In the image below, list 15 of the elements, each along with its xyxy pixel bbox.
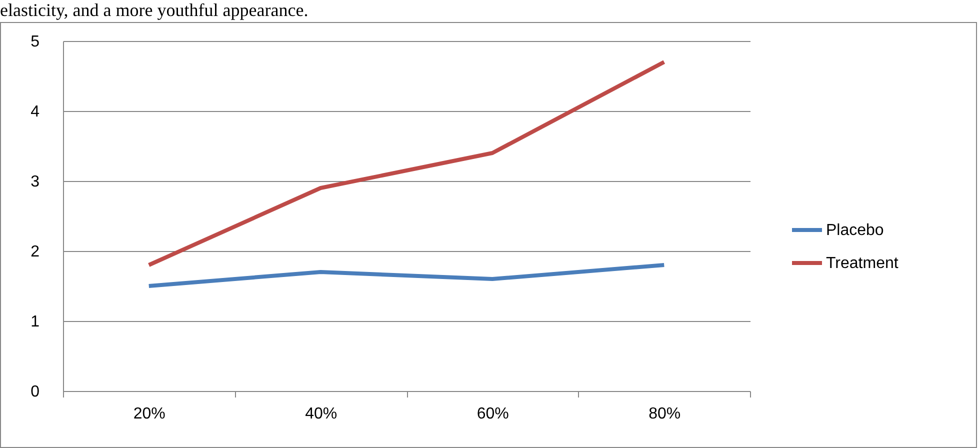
x-tick-label: 20% bbox=[133, 406, 166, 422]
legend-label: Placebo bbox=[826, 222, 884, 239]
y-tick-label: 5 bbox=[30, 34, 40, 50]
legend-label: Treatment bbox=[826, 255, 899, 272]
x-tick-label: 80% bbox=[648, 406, 681, 422]
y-tick-label: 2 bbox=[30, 244, 40, 260]
text: elasticity, and a more youthful appearance. bbox=[0, 0, 308, 21]
line-series bbox=[146, 60, 666, 267]
line-series bbox=[146, 263, 666, 288]
y-tick-label: 3 bbox=[30, 174, 40, 190]
y-tick-label: 0 bbox=[30, 384, 40, 400]
y-tick-label: 4 bbox=[30, 104, 40, 120]
y-tick-label: 1 bbox=[30, 314, 40, 330]
x-tick-label: 60% bbox=[476, 406, 509, 422]
x-tick-label: 40% bbox=[305, 406, 338, 422]
